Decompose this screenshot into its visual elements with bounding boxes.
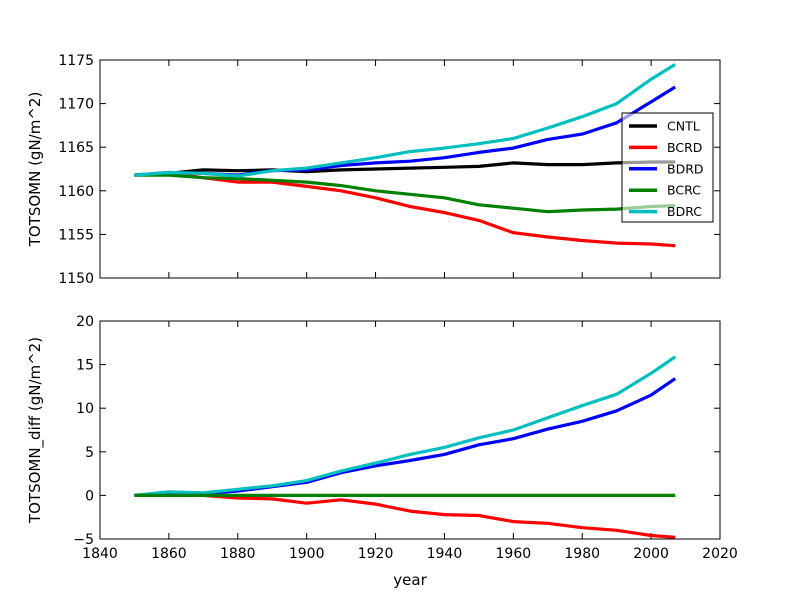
legend-label-bcrc: BCRC bbox=[667, 183, 701, 198]
y-tick-label: 0 bbox=[85, 488, 94, 504]
x-tick-label: 1860 bbox=[151, 546, 187, 562]
y-axis-label: TOTSOMN (gN/m^2) bbox=[26, 92, 44, 248]
y-tick-label: 1160 bbox=[58, 184, 94, 200]
y-tick-label: 20 bbox=[76, 314, 94, 330]
y-tick-label: 5 bbox=[85, 445, 94, 461]
top-series-group bbox=[134, 63, 677, 248]
legend-label-bdrc: BDRC bbox=[667, 204, 702, 219]
series-line-bcrc bbox=[134, 173, 676, 214]
x-tick-label: 2020 bbox=[702, 546, 738, 562]
top-axes-frame bbox=[99, 59, 721, 279]
legend-label-bcrd: BCRD bbox=[667, 140, 702, 155]
x-tick-label: 1960 bbox=[496, 546, 532, 562]
y-tick-label: 10 bbox=[76, 401, 94, 417]
y-tick-label: 1175 bbox=[58, 53, 94, 69]
x-axis-label: year bbox=[393, 571, 427, 589]
x-tick-label: 1840 bbox=[82, 546, 118, 562]
legend-label-cntl: CNTL bbox=[667, 119, 700, 134]
x-tick-label: 1980 bbox=[564, 546, 600, 562]
series-line-bdrd bbox=[134, 85, 677, 177]
y-tick-label: 1170 bbox=[58, 97, 94, 113]
y-tick-label: 1150 bbox=[58, 271, 94, 287]
legend-label-bdrd: BDRD bbox=[667, 161, 704, 176]
series-line-bcrd bbox=[134, 492, 676, 539]
y-axis-label: TOTSOMN_diff (gN/m^2) bbox=[26, 337, 45, 524]
series-line-bdrc bbox=[134, 355, 677, 497]
legend: CNTL BCRD BDRD BCRC BDRC bbox=[621, 112, 714, 223]
x-tick-label: 1940 bbox=[427, 546, 463, 562]
y-tick-label: 15 bbox=[76, 358, 94, 374]
x-tick-label: 2000 bbox=[633, 546, 669, 562]
series-line-cntl bbox=[134, 160, 676, 177]
bottom-panel: −5 0 5 10 15 20 1840 1860 1880 1900 1920 1940 1960 19… bbox=[26, 314, 738, 589]
series-line-bcrd bbox=[134, 171, 676, 248]
y-tick-label: 1165 bbox=[58, 140, 94, 156]
x-tick-label: 1880 bbox=[220, 546, 256, 562]
x-tick-label: 1920 bbox=[358, 546, 394, 562]
series-line-bdrc bbox=[134, 63, 677, 178]
y-tick-label: 1155 bbox=[58, 227, 94, 243]
x-tick-label: 1900 bbox=[289, 546, 325, 562]
top-panel: 1150 1155 1160 1165 1170 1175 TOTSOMN (gN/m^2)… bbox=[26, 53, 721, 287]
bottom-series-group bbox=[134, 355, 677, 539]
y-tick-label: −5 bbox=[73, 532, 94, 548]
bottom-axes-frame bbox=[99, 320, 721, 540]
series-line-bdrd bbox=[134, 377, 677, 497]
